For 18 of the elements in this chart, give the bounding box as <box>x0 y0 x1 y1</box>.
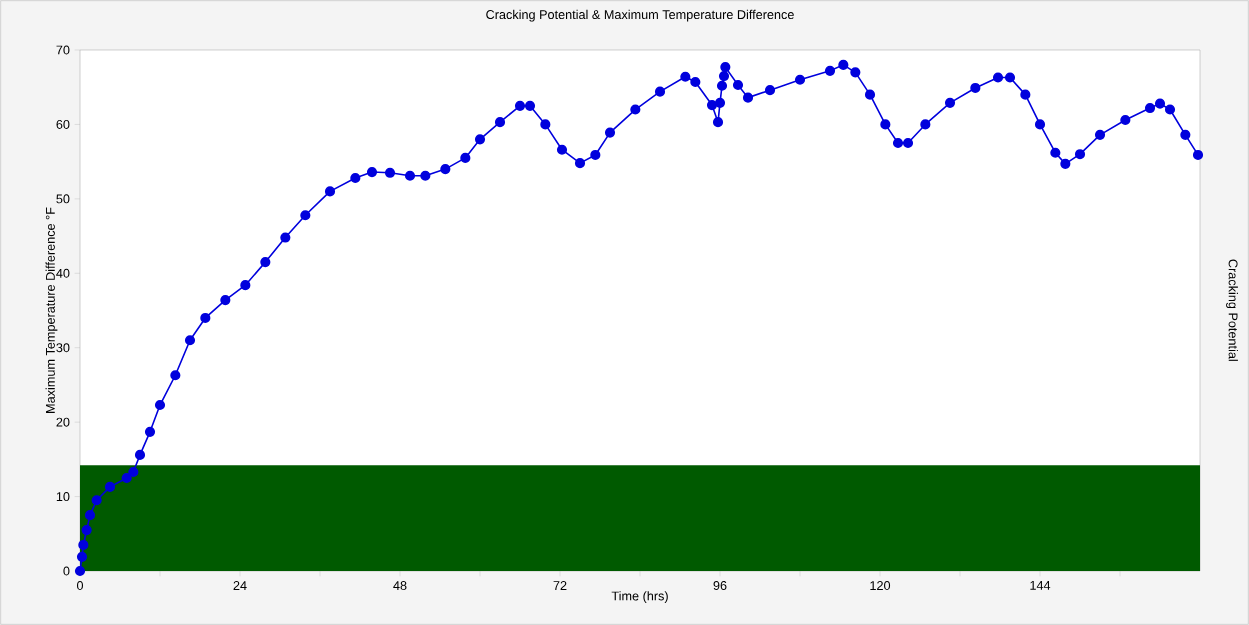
x-axis-title: Time (hrs) <box>611 591 668 603</box>
x-tick-label: 72 <box>553 581 567 590</box>
y-tick-label: 0 <box>63 566 70 576</box>
chart-title: Cracking Potential & Maximum Temperature Difference <box>486 9 794 22</box>
y-tick-label: 20 <box>56 417 70 427</box>
y-tick-label: 10 <box>56 492 70 502</box>
y-tick-label: 40 <box>56 268 70 278</box>
x-tick-label: 24 <box>233 581 247 590</box>
y-tick-label: 50 <box>56 194 70 204</box>
y2-axis-title: Cracking Potential <box>1226 259 1238 361</box>
x-tick-label: 144 <box>1030 581 1051 590</box>
x-tick-label: 120 <box>870 581 891 591</box>
y-tick-label: 30 <box>56 343 70 353</box>
x-tick-label: 96 <box>713 581 727 591</box>
x-tick-label: 0 <box>76 581 84 591</box>
x-tick-label: 48 <box>393 581 407 591</box>
y-tick-label: 60 <box>56 119 70 129</box>
y-tick-label: 70 <box>56 45 70 55</box>
